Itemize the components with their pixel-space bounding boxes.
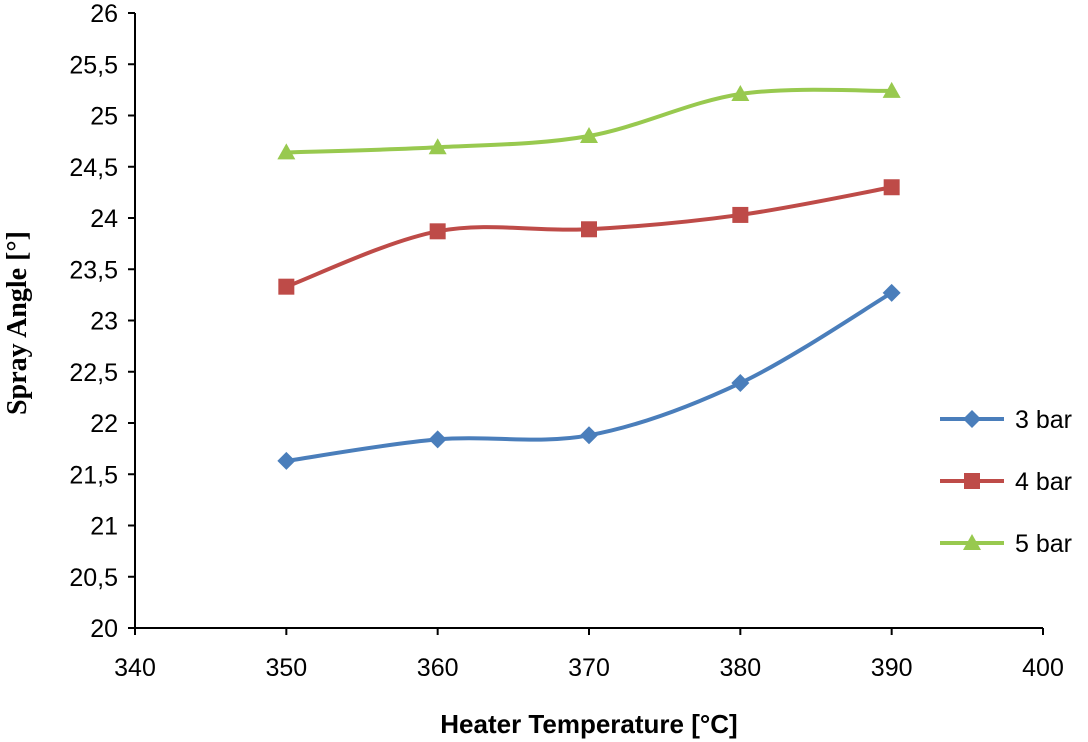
data-point xyxy=(278,278,295,295)
data-point xyxy=(428,138,447,155)
y-tick-label: 25,5 xyxy=(69,51,118,79)
y-tick-label: 22,5 xyxy=(69,359,118,387)
data-point xyxy=(882,81,901,98)
x-tick-label: 400 xyxy=(1022,654,1064,682)
y-tick-label: 24,5 xyxy=(69,154,118,182)
x-tick-label: 360 xyxy=(417,654,459,682)
data-point xyxy=(277,451,296,470)
x-tick-label: 340 xyxy=(114,654,156,682)
x-tick-label: 350 xyxy=(265,654,307,682)
x-tick-label: 380 xyxy=(719,654,761,682)
y-tick-label: 23 xyxy=(90,308,118,336)
data-point xyxy=(429,223,446,240)
data-point xyxy=(580,426,598,445)
y-tick-label: 24 xyxy=(90,205,118,233)
data-point xyxy=(731,374,750,393)
legend-label: 4 bar xyxy=(1015,468,1072,496)
series-5-bar xyxy=(277,81,901,160)
series-3-bar xyxy=(277,283,901,470)
legend-item: 4 bar xyxy=(940,468,1072,496)
axes xyxy=(134,13,1043,629)
legend-label: 3 bar xyxy=(1015,406,1072,434)
data-point xyxy=(882,283,901,302)
series-4-bar xyxy=(278,179,900,295)
legend-marker xyxy=(963,534,981,550)
series-line xyxy=(286,87,892,155)
y-axis-ticks: 20 20,5 21 21,5 22 22,5 23 23,5 24 24,5 25 25,5 26 xyxy=(69,0,135,643)
legend-label: 5 bar xyxy=(1015,530,1072,558)
data-point xyxy=(277,143,296,160)
y-tick-label: 23,5 xyxy=(69,256,118,284)
legend-item: 3 bar xyxy=(940,406,1072,434)
y-axis-label: Spray Angle [°] xyxy=(2,231,33,415)
data-point xyxy=(580,127,598,143)
x-tick-label: 390 xyxy=(871,654,913,682)
legend: 3 bar 4 bar 5 bar xyxy=(940,406,1072,558)
legend-marker xyxy=(964,473,980,489)
y-tick-label: 20,5 xyxy=(69,564,118,592)
data-point xyxy=(731,84,750,101)
data-point xyxy=(883,179,900,196)
y-tick-label: 21,5 xyxy=(69,461,118,489)
y-tick-label: 21 xyxy=(90,513,118,541)
x-axis-ticks: 340 350 360 370 380 390 400 xyxy=(114,628,1064,682)
y-tick-label: 26 xyxy=(90,0,118,28)
legend-marker xyxy=(963,410,981,428)
data-point xyxy=(428,430,447,449)
y-tick-label: 20 xyxy=(90,615,118,643)
x-tick-label: 370 xyxy=(568,654,610,682)
legend-item: 5 bar xyxy=(940,530,1072,558)
x-axis-label: Heater Temperature [°C] xyxy=(440,709,737,739)
data-point xyxy=(581,221,597,238)
data-point xyxy=(732,206,749,223)
y-tick-label: 25 xyxy=(90,103,118,131)
series-layer xyxy=(277,81,901,470)
y-tick-label: 22 xyxy=(90,410,118,438)
